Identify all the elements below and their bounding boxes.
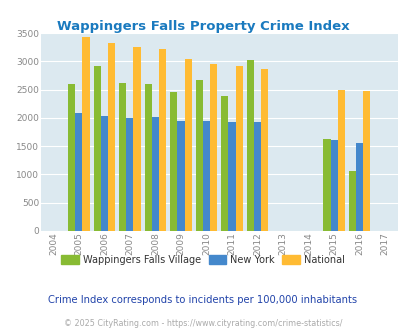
Bar [133,47,140,231]
Bar [235,66,242,231]
Bar [355,143,362,231]
Bar [75,113,82,231]
Bar [68,84,75,231]
Bar [195,80,202,231]
Bar [246,60,253,231]
Bar [177,121,184,231]
Bar [221,96,228,231]
Bar [362,91,369,231]
Legend: Wappingers Falls Village, New York, National: Wappingers Falls Village, New York, Nati… [57,251,348,269]
Bar [144,84,151,231]
Bar [209,64,217,231]
Bar [337,90,344,231]
Bar [202,121,209,231]
Bar [151,117,159,231]
Bar [108,43,115,231]
Bar [94,66,100,231]
Bar [260,69,268,231]
Text: Crime Index corresponds to incidents per 100,000 inhabitants: Crime Index corresponds to incidents per… [48,295,357,305]
Bar [159,50,166,231]
Text: © 2025 CityRating.com - https://www.cityrating.com/crime-statistics/: © 2025 CityRating.com - https://www.city… [64,319,341,328]
Text: Wappingers Falls Property Crime Index: Wappingers Falls Property Crime Index [57,20,348,33]
Bar [322,139,330,231]
Bar [184,59,191,231]
Bar [126,118,133,231]
Bar [228,122,235,231]
Bar [348,171,355,231]
Bar [170,92,177,231]
Bar [253,122,260,231]
Bar [119,83,126,231]
Bar [100,115,108,231]
Bar [330,141,337,231]
Bar [82,37,90,231]
